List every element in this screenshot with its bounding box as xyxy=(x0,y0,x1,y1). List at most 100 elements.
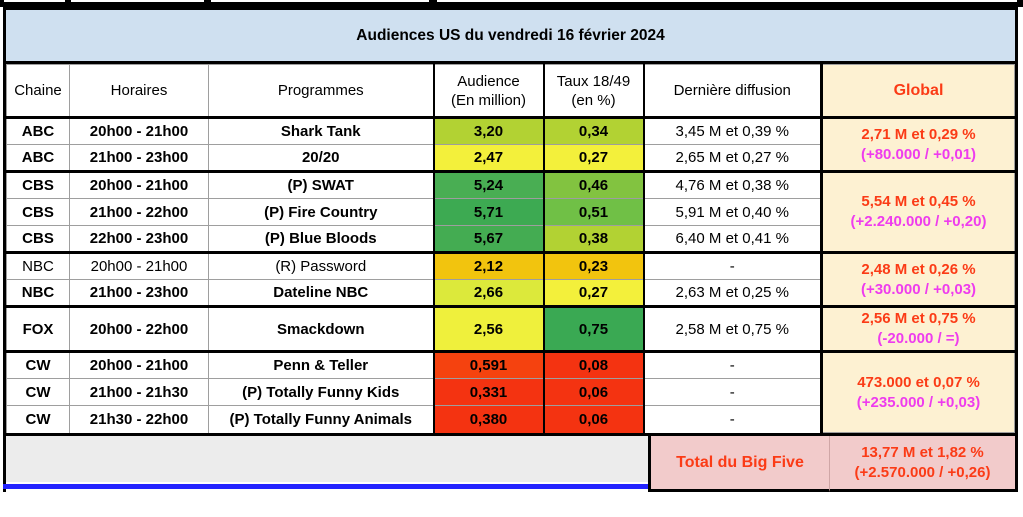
last-airing-cell[interactable]: - xyxy=(642,405,822,433)
channel-cell[interactable]: CBS xyxy=(6,170,70,199)
global-evolution: (+2.240.000 / +0,20) xyxy=(850,213,987,230)
global-evolution: (-20.000 / =) xyxy=(877,330,960,347)
time-cell[interactable]: 20h00 - 21h00 xyxy=(69,170,209,199)
program-cell[interactable]: Penn & Teller xyxy=(208,350,434,379)
taux-header-line1: Taux 18/49 xyxy=(556,72,631,90)
global-cell-cw[interactable]: 473.000 et 0,07 % (+235.000 / +0,03) xyxy=(820,350,1015,433)
time-cell[interactable]: 20h00 - 21h00 xyxy=(69,251,209,280)
total-evolution: (+2.570.000 / +0,26) xyxy=(854,463,991,481)
audience-cell[interactable]: 2,66 xyxy=(432,279,544,307)
rate-cell[interactable]: 0,75 xyxy=(542,305,644,352)
last-airing-cell[interactable]: 6,40 M et 0,41 % xyxy=(642,225,822,253)
channel-cell[interactable]: CW xyxy=(6,350,70,379)
channel-cell[interactable]: NBC xyxy=(6,251,70,280)
program-cell[interactable]: (P) Fire Country xyxy=(208,198,434,226)
time-cell[interactable]: 21h00 - 21h30 xyxy=(69,378,209,406)
rate-cell[interactable]: 0,08 xyxy=(542,350,644,379)
selection-blue-line xyxy=(3,484,648,489)
cell-edge-tick xyxy=(71,0,204,2)
time-cell[interactable]: 20h00 - 22h00 xyxy=(69,305,209,352)
audience-cell[interactable]: 0,331 xyxy=(432,378,544,406)
column-header-horaires[interactable]: Horaires xyxy=(69,64,209,118)
channel-cell[interactable]: CBS xyxy=(6,198,70,226)
program-cell[interactable]: (P) Totally Funny Kids xyxy=(208,378,434,406)
program-cell[interactable]: (P) SWAT xyxy=(208,170,434,199)
global-average: 2,71 M et 0,29 % xyxy=(861,125,976,143)
table-title: Audiences US du vendredi 16 février 2024 xyxy=(6,10,1015,64)
global-evolution: (+235.000 / +0,03) xyxy=(856,393,981,411)
channel-cell[interactable]: ABC xyxy=(6,116,70,145)
time-cell[interactable]: 21h00 - 23h00 xyxy=(69,279,209,307)
last-airing-cell[interactable]: 2,65 M et 0,27 % xyxy=(642,144,822,172)
column-header-global[interactable]: Global xyxy=(820,64,1015,118)
last-airing-cell[interactable]: 5,91 M et 0,40 % xyxy=(642,198,822,226)
global-cell-abc[interactable]: 2,71 M et 0,29 % (+80.000 / +0,01) xyxy=(820,116,1015,172)
last-airing-cell[interactable]: - xyxy=(642,350,822,379)
rate-cell[interactable]: 0,38 xyxy=(542,225,644,253)
channel-cell[interactable]: CW xyxy=(6,405,70,433)
column-header-chaine[interactable]: Chaine xyxy=(6,64,70,118)
global-average: 473.000 et 0,07 % xyxy=(857,373,980,391)
audience-cell[interactable]: 5,71 xyxy=(432,198,544,226)
audience-cell[interactable]: 0,380 xyxy=(432,405,544,433)
rate-cell[interactable]: 0,34 xyxy=(542,116,644,145)
last-airing-cell[interactable]: 3,45 M et 0,39 % xyxy=(642,116,822,145)
time-cell[interactable]: 21h00 - 23h00 xyxy=(69,144,209,172)
audience-cell[interactable]: 3,20 xyxy=(432,116,544,145)
global-cell-cbs[interactable]: 5,54 M et 0,45 % (+2.240.000 / +0,20) xyxy=(820,170,1015,253)
program-cell[interactable]: Shark Tank xyxy=(208,116,434,145)
global-cell-nbc[interactable]: 2,48 M et 0,26 % (+30.000 / +0,03) xyxy=(820,251,1015,307)
time-cell[interactable]: 21h00 - 22h00 xyxy=(69,198,209,226)
audience-cell[interactable]: 2,56 xyxy=(432,305,544,352)
rate-cell[interactable]: 0,27 xyxy=(542,279,644,307)
total-big-five-value[interactable]: 13,77 M et 1,82 % (+2.570.000 / +0,26) xyxy=(829,436,1015,492)
rate-cell[interactable]: 0,06 xyxy=(542,405,644,433)
table-row-abc-1: ABC 20h00 - 21h00 Shark Tank 3,20 0,34 3… xyxy=(6,116,1015,172)
program-cell[interactable]: 20/20 xyxy=(208,144,434,172)
cell-edge-tick xyxy=(437,0,1017,2)
program-cell[interactable]: Smackdown xyxy=(208,305,434,352)
global-cell-fox[interactable]: 2,56 M et 0,75 % (-20.000 / =) xyxy=(820,305,1015,352)
rate-cell[interactable]: 0,06 xyxy=(542,378,644,406)
last-airing-cell[interactable]: - xyxy=(642,251,822,280)
audience-cell[interactable]: 5,67 xyxy=(432,225,544,253)
audience-table: Chaine Horaires Programmes Audience (En … xyxy=(6,64,1015,433)
audience-cell[interactable]: 5,24 xyxy=(432,170,544,199)
column-header-programmes[interactable]: Programmes xyxy=(208,64,434,118)
total-big-five-label[interactable]: Total du Big Five xyxy=(648,436,829,492)
rate-cell[interactable]: 0,27 xyxy=(542,144,644,172)
time-cell[interactable]: 21h30 - 22h00 xyxy=(69,405,209,433)
footer-gray-cell[interactable] xyxy=(6,436,648,482)
column-header-audience[interactable]: Audience (En million) xyxy=(432,64,544,118)
audience-cell[interactable]: 2,12 xyxy=(432,251,544,280)
last-airing-cell[interactable]: 2,58 M et 0,75 % xyxy=(642,305,822,352)
last-airing-cell[interactable]: - xyxy=(642,378,822,406)
table-row-fox: FOX 20h00 - 22h00 Smackdown 2,56 0,75 2,… xyxy=(6,305,1015,352)
audience-cell[interactable]: 2,47 xyxy=(432,144,544,172)
channel-cell[interactable]: CW xyxy=(6,378,70,406)
time-cell[interactable]: 20h00 - 21h00 xyxy=(69,116,209,145)
channel-cell[interactable]: CBS xyxy=(6,225,70,253)
rate-cell[interactable]: 0,46 xyxy=(542,170,644,199)
global-average: 2,56 M et 0,75 % xyxy=(861,310,976,327)
program-cell[interactable]: (R) Password xyxy=(208,251,434,280)
time-cell[interactable]: 20h00 - 21h00 xyxy=(69,350,209,379)
table-row-cbs-1: CBS 20h00 - 21h00 (P) SWAT 5,24 0,46 4,7… xyxy=(6,170,1015,253)
spreadsheet-top-edge xyxy=(0,0,1023,7)
last-airing-cell[interactable]: 4,76 M et 0,38 % xyxy=(642,170,822,199)
channel-cell[interactable]: NBC xyxy=(6,279,70,307)
program-cell[interactable]: (P) Blue Bloods xyxy=(208,225,434,253)
rate-cell[interactable]: 0,23 xyxy=(542,251,644,280)
column-header-derniere-diffusion[interactable]: Dernière diffusion xyxy=(642,64,822,118)
audience-cell[interactable]: 0,591 xyxy=(432,350,544,379)
footer-row: Total du Big Five 13,77 M et 1,82 % (+2.… xyxy=(3,433,1015,492)
column-header-taux[interactable]: Taux 18/49 (en %) xyxy=(542,64,644,118)
time-cell[interactable]: 22h00 - 23h00 xyxy=(69,225,209,253)
program-cell[interactable]: Dateline NBC xyxy=(208,279,434,307)
channel-cell[interactable]: ABC xyxy=(6,144,70,172)
rate-cell[interactable]: 0,51 xyxy=(542,198,644,226)
program-cell[interactable]: (P) Totally Funny Animals xyxy=(208,405,434,433)
channel-cell[interactable]: FOX xyxy=(6,305,70,352)
header-row: Chaine Horaires Programmes Audience (En … xyxy=(6,64,1015,118)
last-airing-cell[interactable]: 2,63 M et 0,25 % xyxy=(642,279,822,307)
